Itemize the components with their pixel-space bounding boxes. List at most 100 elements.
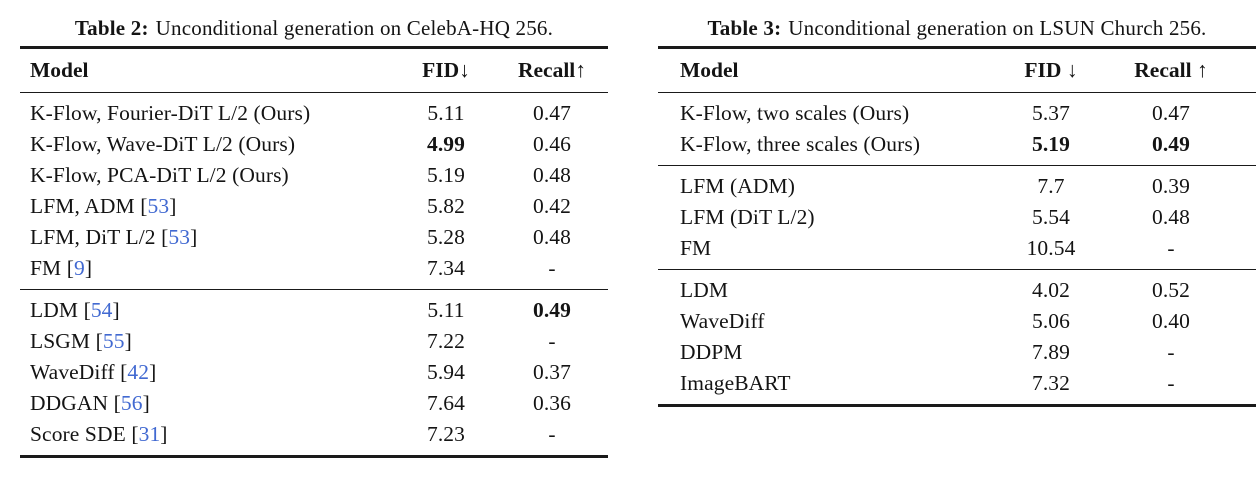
fid-value: 7.22: [426, 329, 466, 353]
model-name: LFM (DiT L/2): [680, 205, 815, 229]
cite-close-bracket: ]: [169, 194, 177, 218]
model-name: FM: [680, 236, 712, 260]
model-name: K-Flow, two scales (Ours): [680, 101, 910, 125]
column-header-recall: Recall ↑: [1134, 58, 1208, 82]
recall-value: 0.49: [532, 298, 572, 322]
model-cell: LDM: [658, 278, 1016, 303]
table-row: LSGM [55] 7.22 -: [20, 326, 608, 357]
model-name: K-Flow, Fourier-DiT L/2 (Ours): [30, 101, 311, 125]
cite-close-bracket: ]: [142, 391, 150, 415]
model-cell: K-Flow, three scales (Ours): [658, 132, 1016, 157]
fid-value: 5.19: [1031, 132, 1071, 156]
recall-value: 0.48: [1151, 205, 1191, 229]
model-name: K-Flow, PCA-DiT L/2 (Ours): [30, 163, 289, 187]
table-row: LDM 4.02 0.52: [658, 275, 1256, 306]
recall-value: -: [1167, 340, 1175, 364]
model-name: K-Flow, Wave-DiT L/2 (Ours): [30, 132, 296, 156]
column-header-fid: FID ↓: [1024, 58, 1078, 82]
model-name: LDM: [680, 278, 729, 302]
recall-value: 0.36: [532, 391, 572, 415]
cite-close-bracket: ]: [124, 329, 132, 353]
column-header-model: Model: [30, 58, 89, 82]
model-cell: LSGM [55]: [20, 329, 396, 354]
cite-open-bracket: [: [83, 298, 91, 322]
citation-link[interactable]: 31: [138, 422, 161, 446]
model-cell: DDPM: [658, 340, 1016, 365]
model-name: WaveDiff: [30, 360, 121, 384]
model-cell: DDGAN [56]: [20, 391, 396, 416]
cite-close-bracket: ]: [84, 256, 93, 280]
fid-value: 7.64: [426, 391, 466, 415]
recall-value: 0.42: [532, 194, 572, 218]
table-section: LFM (ADM) 7.7 0.39 LFM (DiT L/2) 5.54 0.48 FM 1…: [658, 165, 1256, 269]
cite-open-bracket: [: [120, 360, 128, 384]
model-name: DDGAN: [30, 391, 114, 415]
cite-open-bracket: [: [161, 225, 169, 249]
model-cell: FM: [658, 236, 1016, 261]
model-name: LSGM: [30, 329, 96, 353]
model-cell: WaveDiff [42]: [20, 360, 396, 385]
model-cell: Score SDE [31]: [20, 422, 396, 447]
fid-value: 4.99: [426, 132, 466, 156]
table-row: LDM [54] 5.11 0.49: [20, 295, 608, 326]
model-cell: K-Flow, PCA-DiT L/2 (Ours): [20, 163, 396, 188]
citation-link[interactable]: 56: [120, 391, 143, 415]
table-row: K-Flow, PCA-DiT L/2 (Ours) 5.19 0.48: [20, 160, 608, 191]
cite-open-bracket: [: [66, 256, 75, 280]
recall-value: 0.49: [1151, 132, 1191, 156]
table-section: K-Flow, Fourier-DiT L/2 (Ours) 5.11 0.47 K-…: [20, 93, 608, 289]
table-row: DDGAN [56] 7.64 0.36: [20, 388, 608, 419]
table-row: DDPM 7.89 -: [658, 337, 1256, 368]
recall-value: 0.47: [1151, 101, 1191, 125]
table-section: K-Flow, two scales (Ours) 5.37 0.47 K-Flow,…: [658, 93, 1256, 165]
cite-open-bracket: [: [113, 391, 121, 415]
model-name: Score SDE: [30, 422, 132, 446]
citation-link[interactable]: 55: [102, 329, 125, 353]
model-name: K-Flow, three scales (Ours): [680, 132, 921, 156]
table-section: LDM [54] 5.11 0.49 LSGM [55] 7.22 - WaveDiff […: [20, 289, 608, 455]
table-row: WaveDiff [42] 5.94 0.37: [20, 357, 608, 388]
table-section: LDM 4.02 0.52 WaveDiff 5.06 0.40 DDPM 7.89- Imag…: [658, 269, 1256, 404]
model-cell: ImageBART: [658, 371, 1016, 396]
recall-value: -: [548, 329, 556, 353]
citation-link[interactable]: 42: [127, 360, 150, 384]
model-name: DDPM: [680, 340, 743, 364]
model-name: LDM: [30, 298, 84, 322]
model-name: LFM, ADM: [30, 194, 141, 218]
table-3-header-row: Model FID ↓ Recall ↑: [658, 49, 1256, 93]
table-row: WaveDiff 5.06 0.40: [658, 306, 1256, 337]
table-row: K-Flow, two scales (Ours) 5.37 0.47: [658, 98, 1256, 129]
citation-link[interactable]: 53: [168, 225, 191, 249]
table-2: Table 2: Unconditional generation on Cel…: [20, 10, 608, 458]
table-row: FM [9] 7.34 -: [20, 253, 608, 284]
cite-open-bracket: [: [131, 422, 139, 446]
cite-open-bracket: [: [140, 194, 148, 218]
fid-value: 5.19: [426, 163, 466, 187]
fid-value: 5.37: [1031, 101, 1071, 125]
cite-close-bracket: ]: [190, 225, 198, 249]
recall-value: 0.47: [532, 101, 572, 125]
table-row: LFM, DiT L/2 [53] 5.28 0.48: [20, 222, 608, 253]
recall-value: 0.39: [1151, 174, 1191, 198]
model-name: WaveDiff: [680, 309, 765, 333]
fid-value: 5.06: [1031, 309, 1071, 333]
model-name: LFM, DiT L/2: [30, 225, 162, 249]
recall-value: 0.46: [532, 132, 572, 156]
table-row: FM 10.54 -: [658, 233, 1256, 264]
cite-close-bracket: ]: [160, 422, 168, 446]
cite-close-bracket: ]: [112, 298, 120, 322]
citation-link[interactable]: 53: [147, 194, 170, 218]
table-3-body: K-Flow, two scales (Ours) 5.37 0.47 K-Flow,…: [658, 93, 1256, 404]
column-header-recall: Recall↑: [517, 58, 587, 82]
table-row: K-Flow, Fourier-DiT L/2 (Ours) 5.11 0.47: [20, 98, 608, 129]
table-2-caption-text: Unconditional generation on CelebA-HQ 25…: [155, 15, 554, 40]
column-header-model: Model: [680, 58, 739, 82]
citation-link[interactable]: 54: [90, 298, 113, 322]
table-row: Score SDE [31] 7.23 -: [20, 419, 608, 450]
citation-link[interactable]: 9: [74, 256, 85, 280]
fid-value: 5.54: [1031, 205, 1071, 229]
model-cell: K-Flow, Wave-DiT L/2 (Ours): [20, 132, 396, 157]
fid-value: 7.7: [1037, 174, 1065, 198]
table-row: K-Flow, three scales (Ours) 5.19 0.49: [658, 129, 1256, 160]
model-cell: LFM (DiT L/2): [658, 205, 1016, 230]
